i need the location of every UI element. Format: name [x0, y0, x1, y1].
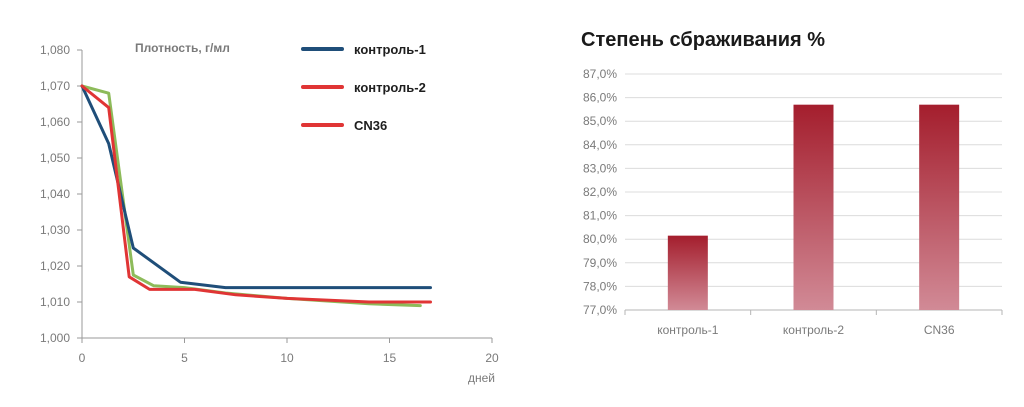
line-chart-x-tick-label: 15 [383, 351, 397, 365]
bar-chart-y-tick-label: 83,0% [583, 161, 617, 175]
bar-chart-x-tick-label: CN36 [924, 323, 955, 337]
bar-chart-y-tick-label: 81,0% [583, 209, 617, 223]
bar-chart-x-tick-label: контроль-2 [783, 323, 845, 337]
line-chart-y-ticks: 1,000 1,010 1,020 1,030 1,040 1,050 1,060 1,070… [40, 43, 82, 345]
legend-label-1: контроль-1 [354, 42, 426, 57]
legend-label-3: CN36 [354, 118, 387, 133]
bar-chart-title: Степень сбраживания % [581, 29, 825, 51]
line-chart-y-tick-label: 1,060 [40, 115, 70, 129]
line-chart-y-tick-label: 1,030 [40, 223, 70, 237]
bar-chart-bars [667, 104, 960, 311]
line-chart-legend: контроль-1 контроль-2 CN36 [301, 42, 426, 133]
bar-chart-y-tick-label: 82,0% [583, 185, 617, 199]
density-line-chart: 1,000 1,010 1,020 1,030 1,040 1,050 1,060 1,070… [40, 41, 499, 385]
line-chart-x-tick-label: 10 [280, 351, 294, 365]
line-series-1 [80, 84, 432, 290]
line-chart-y-tick-label: 1,010 [40, 295, 70, 309]
bar-chart-y-tick-label: 78,0% [583, 279, 617, 293]
line-chart-y-tick-label: 1,020 [40, 259, 70, 273]
line-chart-x-tick-label: 20 [485, 351, 499, 365]
line-chart-x-label: дней [468, 371, 495, 385]
legend-label-2: контроль-2 [354, 80, 426, 95]
line-chart-x-tick-label: 5 [181, 351, 188, 365]
line-chart-y-tick-label: 1,080 [40, 43, 70, 57]
bar-chart-y-tick-label: 87,0% [583, 67, 617, 81]
line-chart-y-tick-label: 1,070 [40, 79, 70, 93]
line-chart-y-tick-label: 1,050 [40, 151, 70, 165]
line-chart-x-tick-label: 0 [79, 351, 86, 365]
line-chart-x-ticks: 0 5 10 15 20 [79, 338, 499, 365]
line-chart-y-tick-label: 1,000 [40, 331, 70, 345]
line-series-3 [80, 84, 432, 304]
line-chart-y-label: Плотность, г/мл [135, 41, 230, 55]
bar-chart-y-tick-label: 86,0% [583, 91, 617, 105]
bar-2 [793, 104, 834, 311]
bar-chart-y-tick-label: 84,0% [583, 138, 617, 152]
bar-chart-y-tick-label: 85,0% [583, 114, 617, 128]
bar-1 [667, 235, 708, 310]
bar-3 [919, 104, 960, 311]
bar-chart-x-tick-label: контроль-1 [657, 323, 719, 337]
bar-chart-y-tick-label: 80,0% [583, 232, 617, 246]
fermentation-bar-chart: Степень сбраживания % 77,0% 78,0% 79,0% 80,… [581, 29, 1003, 337]
line-chart-series [80, 84, 432, 308]
bar-chart-y-tick-label: 77,0% [583, 303, 617, 317]
bar-chart-y-tick-label: 79,0% [583, 256, 617, 270]
bar-chart-y-ticks: 77,0% 78,0% 79,0% 80,0% 81,0% 82,0% 83,0% 84,0%… [583, 67, 617, 317]
bar-chart-x-ticks: контроль-1 контроль-2 CN36 [624, 310, 1003, 337]
line-chart-y-tick-label: 1,040 [40, 187, 70, 201]
